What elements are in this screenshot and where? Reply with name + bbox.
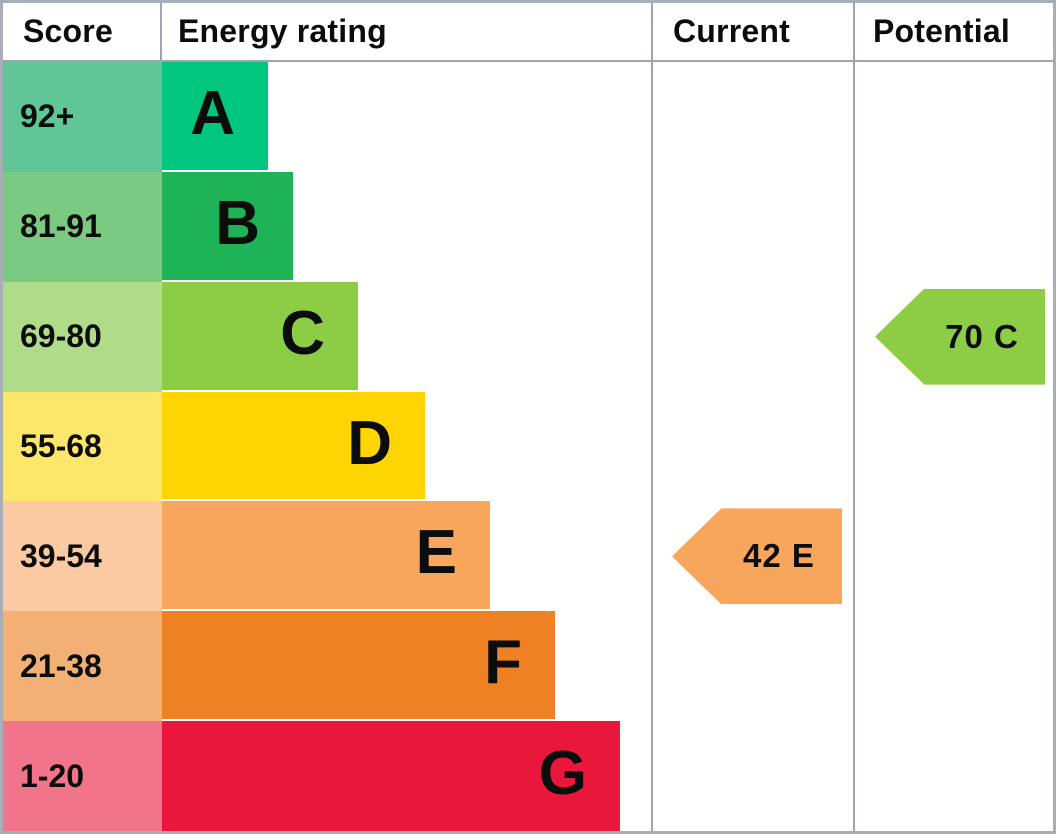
band-letter-d: D (347, 408, 392, 478)
band-letter-f: F (484, 628, 522, 698)
energy-rating-column-header: Energy rating (178, 13, 387, 49)
score-column-header: Score (3, 3, 162, 60)
rating-bar-cell: D (162, 391, 651, 502)
band-row-e: 39-54 E 42 E (3, 501, 1053, 612)
rating-rows: 92+ A 81-91 B 69-80 C (3, 62, 1053, 831)
rating-bar-b: B (162, 171, 293, 280)
band-letter-e: E (415, 518, 457, 588)
potential-column-header: Potential (853, 3, 1053, 60)
rating-bar-cell: C (162, 281, 651, 392)
band-row-c: 69-80 C 70 C (3, 281, 1053, 392)
rating-bar-cell: B (162, 171, 651, 282)
rating-bar-g: G (162, 721, 620, 831)
potential-cell (853, 501, 1053, 612)
rating-bar-a: A (162, 62, 268, 170)
potential-rating-arrow: 70 C (875, 288, 1045, 385)
current-cell (651, 611, 853, 722)
band-row-d: 55-68 D (3, 391, 1053, 502)
rating-bar-f: F (162, 611, 555, 720)
potential-cell (853, 391, 1053, 502)
score-range-label: 81-91 (3, 171, 162, 282)
band-letter-c: C (280, 298, 325, 368)
rating-bar-cell: E (162, 501, 651, 611)
potential-cell (853, 611, 1053, 722)
current-cell (651, 281, 853, 392)
band-row-a: 92+ A (3, 62, 1053, 172)
current-cell: 42 E (651, 501, 853, 612)
current-cell (651, 62, 853, 172)
potential-cell (853, 171, 1053, 282)
band-letter-g: G (538, 739, 587, 809)
current-rating-arrow: 42 E (672, 508, 842, 605)
band-row-f: 21-38 F (3, 611, 1053, 722)
potential-rating-value: 70 C (945, 317, 1019, 355)
current-rating-value: 42 E (743, 537, 815, 575)
rating-bar-e: E (162, 501, 490, 610)
rating-bar-cell: A (162, 62, 651, 172)
current-column-header: Current (651, 3, 853, 60)
potential-cell (853, 62, 1053, 172)
band-row-b: 81-91 B (3, 171, 1053, 282)
band-letter-a: A (190, 78, 235, 148)
potential-cell (853, 721, 1053, 831)
rating-bar-c: C (162, 281, 358, 390)
score-range-label: 92+ (3, 62, 162, 172)
rating-bar-d: D (162, 391, 425, 500)
table-header-row: Score Energy rating Current Potential (3, 3, 1053, 62)
rating-bar-cell: G (162, 721, 651, 831)
band-letter-b: B (215, 188, 260, 258)
current-cell (651, 391, 853, 502)
score-range-label: 1-20 (3, 721, 162, 831)
score-range-label: 69-80 (3, 281, 162, 392)
rating-bar-cell: F (162, 611, 651, 721)
potential-cell: 70 C (853, 281, 1053, 392)
current-cell (651, 171, 853, 282)
band-row-g: 1-20 G (3, 721, 1053, 831)
score-range-label: 55-68 (3, 391, 162, 502)
score-range-label: 21-38 (3, 611, 162, 722)
score-range-label: 39-54 (3, 501, 162, 612)
current-cell (651, 721, 853, 831)
